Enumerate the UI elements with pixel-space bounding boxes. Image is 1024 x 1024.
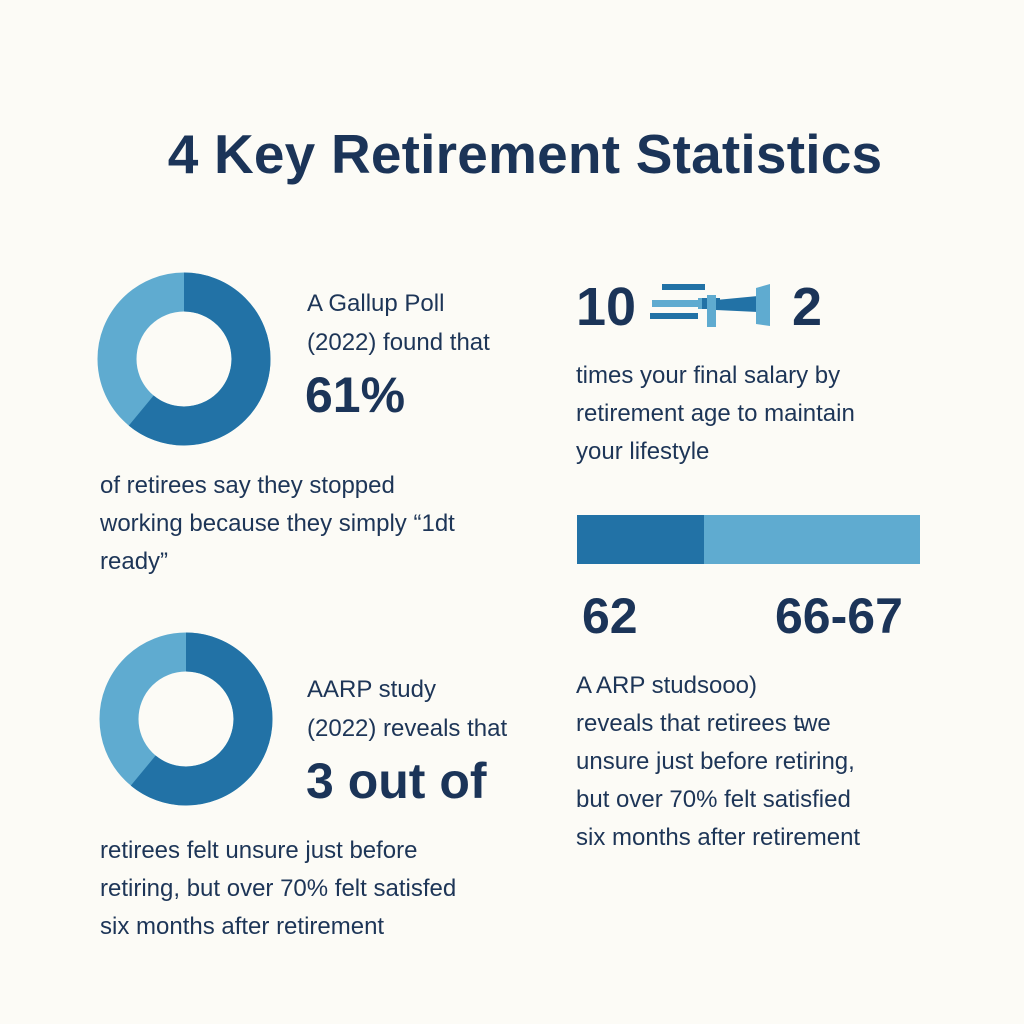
donut-arc bbox=[97, 272, 271, 446]
stat3-value: 3 out of bbox=[306, 753, 487, 809]
donut-arc bbox=[99, 632, 273, 806]
stat4-body-line1: A ARP studsooo) bbox=[576, 672, 758, 699]
stat1-intro-line2: (2022) found that bbox=[307, 329, 490, 356]
stat3-intro-line1: AARP study bbox=[307, 676, 436, 703]
stat2-body-line3: your lifestyle bbox=[576, 438, 710, 465]
stat2-left-number: 10 bbox=[576, 277, 637, 337]
stat1-value: 61% bbox=[305, 367, 406, 423]
stat2-body-line2: retirement age to maintain bbox=[576, 400, 855, 427]
stat1-intro-line1: A Gallup Poll bbox=[307, 290, 445, 317]
stat3-body-line2: retiring, but over 70% felt satisfed bbox=[100, 875, 457, 902]
stat3-body-line3: six months after retirement bbox=[100, 913, 385, 940]
stat4-body-line5: six months after retirement bbox=[576, 824, 861, 851]
stat1-body-line2: working because they simply “1dt bbox=[100, 510, 455, 537]
stat1-body-line3: ready” bbox=[100, 548, 169, 575]
stat4-body-line4: but over 70% felt satisfied bbox=[576, 786, 851, 813]
stat1-body-line1: of retirees say they stopped bbox=[100, 472, 395, 499]
retirement-age-bar bbox=[577, 515, 920, 564]
stat3-intro-line2: (2022) reveals that bbox=[307, 715, 508, 742]
stat4-right-label: 66-67 bbox=[775, 588, 903, 644]
stat2-body-line1: times your final salary by bbox=[576, 362, 841, 389]
retirement-age-bar-fill bbox=[577, 515, 704, 564]
donut-chart-aarp bbox=[99, 632, 273, 806]
stat2-right-number: 2 bbox=[792, 277, 823, 337]
donut-chart-gallup bbox=[97, 272, 271, 446]
stat3-body-line1: retirees felt unsure just before bbox=[100, 837, 418, 864]
page-title: 4 Key Retirement Statistics bbox=[167, 123, 883, 185]
arrow-range-icon bbox=[650, 284, 770, 327]
stat4-left-label: 62 bbox=[582, 588, 638, 644]
stat4-body-line3: unsure just before retiring, bbox=[576, 748, 855, 775]
stat4-body-line2: reveals that retirees t̵we bbox=[576, 710, 831, 737]
